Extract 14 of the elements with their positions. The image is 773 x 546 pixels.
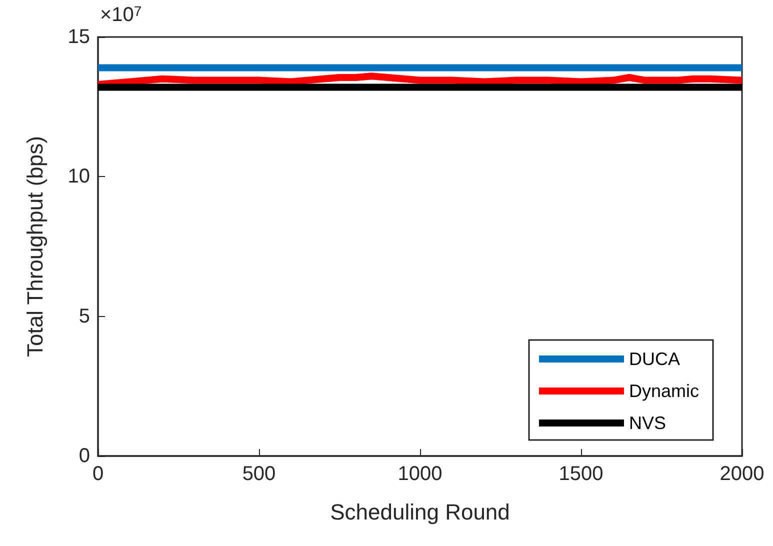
x-tick-label: 2000: [720, 463, 764, 485]
y-tick-label: 5: [78, 305, 90, 328]
legend-label: DUCA: [628, 349, 680, 369]
y-tick-label: 10: [68, 166, 90, 188]
y-tick-label: 15: [68, 26, 90, 48]
y-axis-title: Total Throughput (bps): [22, 136, 48, 357]
x-tick-label: 500: [242, 463, 276, 485]
x-tick-label: 1000: [398, 463, 442, 485]
x-tick-label: 0: [92, 463, 104, 485]
legend-label: Dynamic: [628, 381, 699, 401]
y-tick-label: 0: [78, 445, 90, 467]
legend-label: NVS: [628, 413, 666, 433]
x-axis-title: Scheduling Round: [330, 500, 510, 524]
x-tick-label: 1500: [558, 463, 604, 485]
